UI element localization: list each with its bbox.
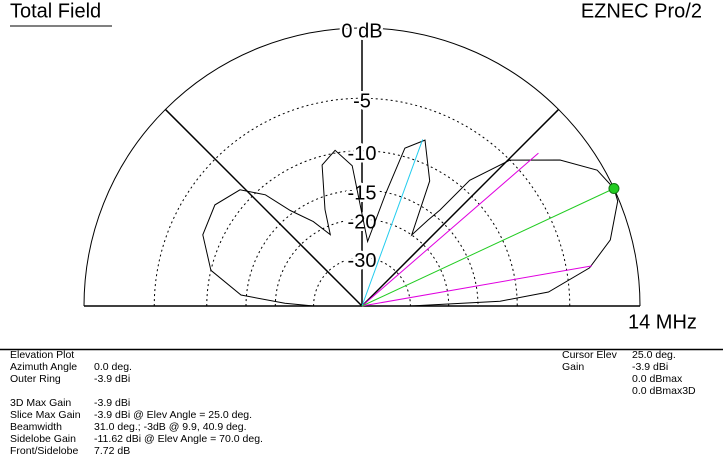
info-label: Cursor Elev — [562, 349, 618, 361]
info-value: -11.62 dBi @ Elev Angle = 70.0 deg. — [94, 433, 263, 445]
info-value: -3.9 dBi — [94, 397, 130, 409]
info-label: Elevation Plot — [10, 349, 74, 361]
plot-title: Total Field — [10, 0, 101, 22]
beamwidth-line — [361, 152, 539, 307]
info-label: Sidelobe Gain — [10, 433, 76, 445]
sidelobe-line — [361, 139, 424, 307]
frequency: 14 MHz — [628, 311, 697, 333]
info-value: 25.0 deg. — [632, 349, 676, 361]
r-tick-label: -10 — [348, 143, 377, 165]
r-tick-label: 0 dB — [341, 20, 382, 42]
polar-plot: 0 dB-5-10-15-20-30 — [83, 18, 641, 307]
cursor-dot — [608, 183, 620, 195]
r-tick-label: -15 — [348, 182, 377, 204]
info-value: -3.9 dBi — [94, 373, 130, 385]
info-value: -3.9 dBi @ Elev Angle = 25.0 deg. — [94, 409, 252, 421]
info-value: 31.0 deg.; -3dB @ 9.9, 40.9 deg. — [94, 421, 247, 433]
info-label: Azimuth Angle — [10, 361, 77, 373]
beamwidth-line — [361, 265, 593, 307]
cursor-line — [361, 188, 615, 307]
pattern-line — [202, 139, 619, 307]
r-tick-label: -5 — [353, 91, 371, 113]
info-value: 0.0 dBmax — [632, 373, 683, 385]
info-label: 3D Max Gain — [10, 397, 71, 409]
info-label: Gain — [562, 361, 584, 373]
info-label: Outer Ring — [10, 373, 61, 385]
info-label: Front/Sidelobe — [10, 445, 78, 457]
radial-line — [361, 108, 560, 307]
r-tick-label: -30 — [348, 250, 377, 272]
info-value: 0.0 deg. — [94, 361, 132, 373]
program-name: EZNEC Pro/2 — [581, 0, 702, 22]
info-value: 7.72 dB — [94, 445, 130, 457]
info-label: Slice Max Gain — [10, 409, 81, 421]
info-value: -3.9 dBi — [632, 361, 668, 373]
radial-line — [164, 108, 363, 307]
info-value: 0.0 dBmax3D — [632, 385, 696, 397]
info-label: Beamwidth — [10, 421, 62, 433]
